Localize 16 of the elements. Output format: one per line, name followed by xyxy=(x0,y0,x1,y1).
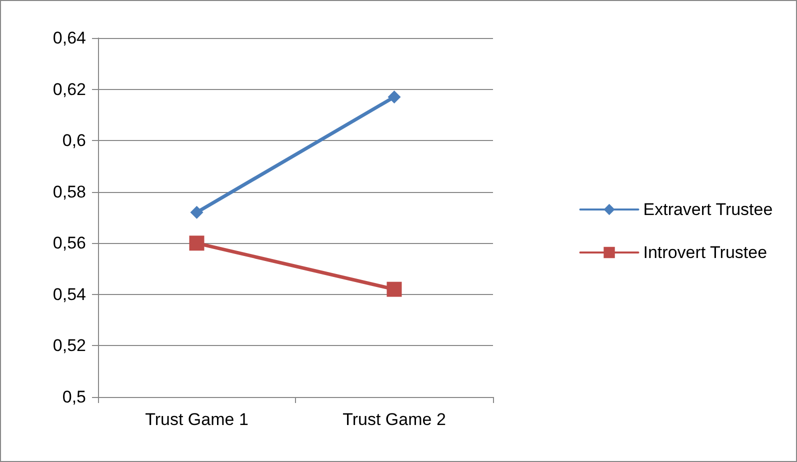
legend-label: Extravert Trustee xyxy=(643,200,773,219)
y-tick-label: 0,64 xyxy=(52,28,86,48)
y-tick-label: 0,56 xyxy=(52,234,86,253)
y-tick-label: 0,52 xyxy=(52,336,86,356)
x-tick-label: Trust Game 1 xyxy=(145,410,248,429)
point xyxy=(190,206,204,219)
point xyxy=(388,90,401,104)
point xyxy=(189,236,204,251)
point xyxy=(386,282,402,297)
y-tick-label: 0,54 xyxy=(52,284,86,304)
y-tick-label: 0,62 xyxy=(52,80,86,99)
y-tick-label: 0,6 xyxy=(62,131,86,150)
y-tick-label: 0,58 xyxy=(52,182,86,202)
legend-label: Introvert Trustee xyxy=(643,243,768,262)
x-tick-label: Trust Game 2 xyxy=(342,410,446,429)
y-tick-label: 0,5 xyxy=(62,388,86,406)
